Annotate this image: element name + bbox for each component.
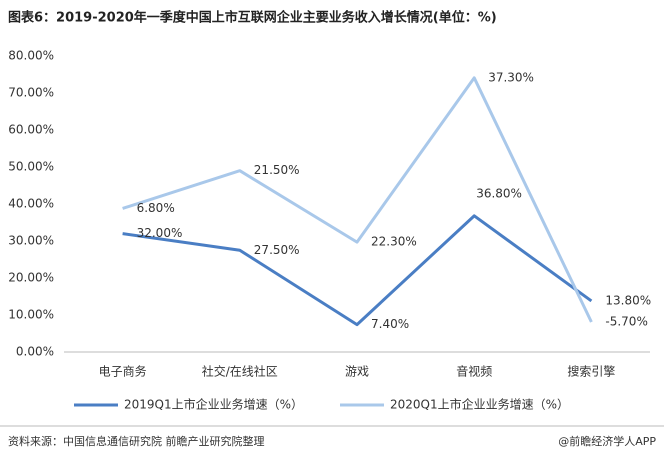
- y-tick-label: 30.00%: [8, 234, 54, 248]
- data-label: 37.30%: [488, 70, 534, 84]
- x-tick-label: 社交/在线社区: [202, 364, 278, 379]
- series-line: [122, 214, 593, 327]
- x-tick-label: 游戏: [345, 365, 369, 379]
- chart-title: 图表6：2019-2020年一季度中国上市互联网企业主要业务收入增长情况(单位：…: [8, 10, 497, 26]
- data-label: -5.70%: [605, 315, 647, 329]
- y-tick-label: 10.00%: [8, 308, 54, 322]
- data-label: 7.40%: [371, 317, 409, 331]
- x-tick-label: 电子商务: [99, 364, 147, 379]
- data-label: 32.00%: [137, 226, 183, 240]
- x-tick-label: 搜索引擎: [567, 364, 615, 379]
- data-label: 27.50%: [254, 243, 300, 257]
- y-tick-label: 0.00%: [16, 345, 54, 359]
- data-label: 36.80%: [476, 186, 522, 200]
- legend-label: 2020Q1上市企业业务增速（%）: [390, 397, 569, 412]
- y-tick-label: 50.00%: [8, 160, 54, 174]
- series-line: [122, 76, 593, 323]
- x-tick-label: 音视频: [456, 364, 492, 379]
- y-tick-label: 80.00%: [8, 49, 54, 63]
- source: 资料来源：中国信息通信研究院 前瞻产业研究院整理: [8, 434, 265, 448]
- legend-label: 2019Q1上市企业业务增速（%）: [124, 397, 303, 412]
- y-tick-label: 60.00%: [8, 123, 54, 137]
- data-label: 21.50%: [254, 163, 300, 177]
- y-tick-label: 40.00%: [8, 197, 54, 211]
- y-tick-label: 20.00%: [8, 271, 54, 285]
- data-label: 6.80%: [137, 201, 175, 215]
- credit: @前瞻经济学人APP: [558, 434, 656, 448]
- data-label: 22.30%: [371, 235, 417, 249]
- data-label: 13.80%: [605, 293, 651, 307]
- y-tick-label: 70.00%: [8, 86, 54, 100]
